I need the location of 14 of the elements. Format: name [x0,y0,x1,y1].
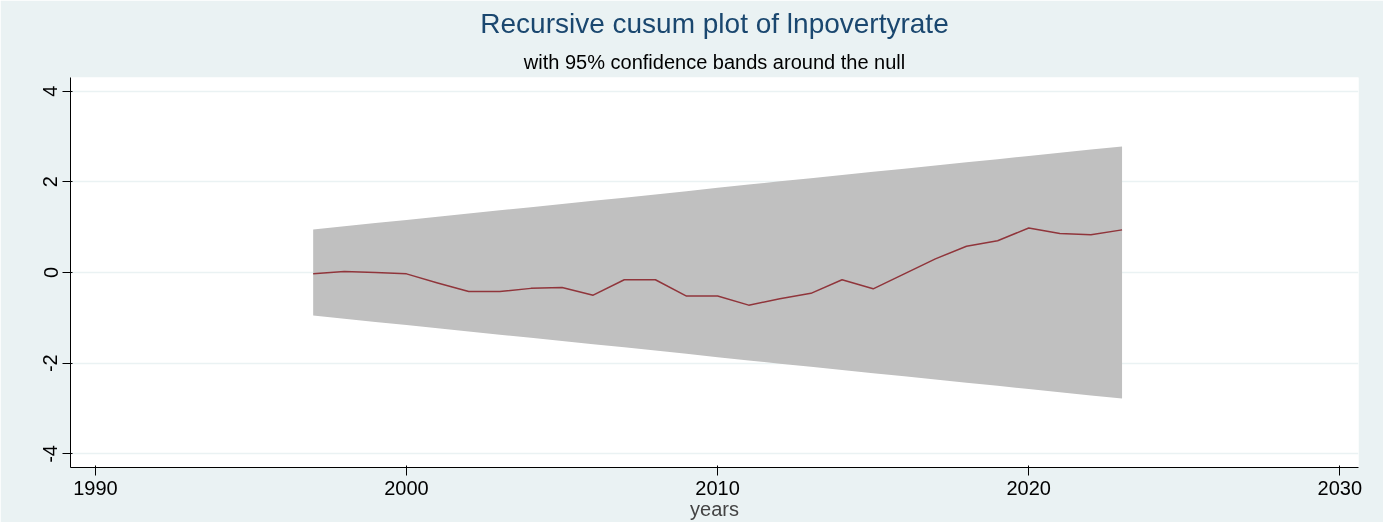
x-tick-label: 2030 [1317,476,1363,499]
x-tick-label: 2010 [695,476,740,499]
y-tick-label: 0 [39,266,62,279]
x-tick-label: 2000 [384,476,429,499]
x-tick-label: 1990 [73,476,118,499]
y-tick-label: 4 [39,85,62,97]
chart-title: Recursive cusum plot of lnpovertyrate [480,7,949,39]
y-tick-label: 2 [39,176,62,188]
x-axis-title: years [690,497,739,520]
y-tick-label: -4 [39,444,62,463]
chart-subtitle: with 95% confidence bands around the null [522,50,906,73]
x-tick-label: 2020 [1006,476,1051,499]
y-tick-label: -2 [39,354,62,373]
line-series [312,227,1123,306]
